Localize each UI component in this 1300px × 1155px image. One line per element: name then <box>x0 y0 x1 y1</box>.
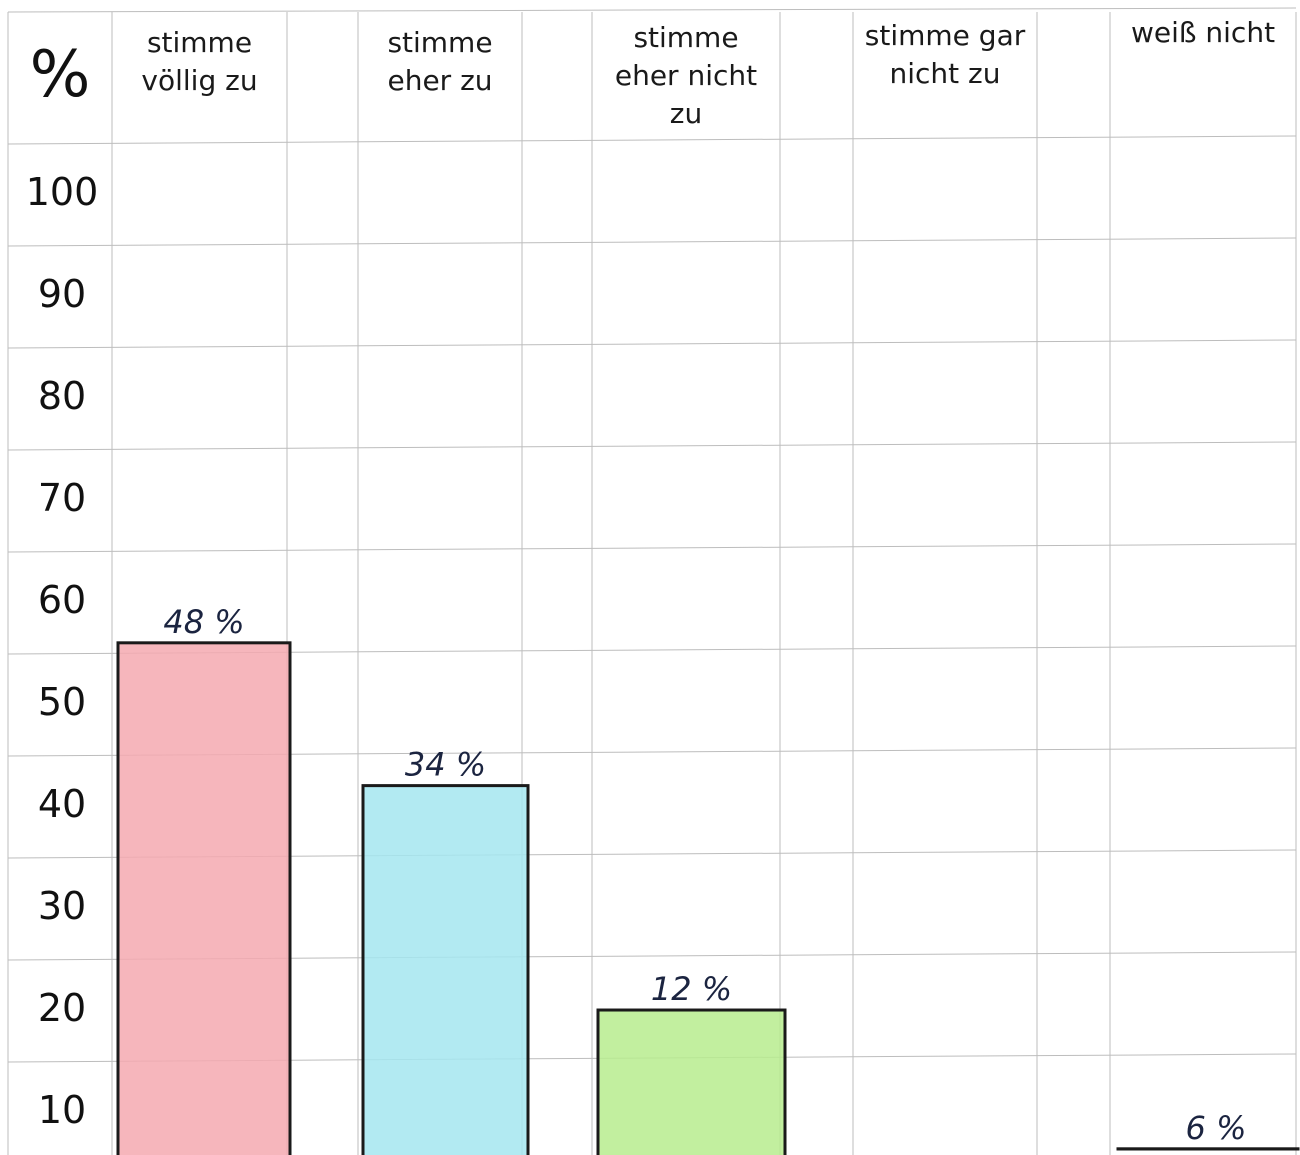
y-tick-label: 90 <box>38 272 86 316</box>
data-label: 48 % <box>163 603 244 641</box>
y-tick-label: 20 <box>38 986 86 1030</box>
y-tick-label: 10 <box>38 1088 86 1132</box>
bar-2 <box>598 1010 785 1155</box>
y-tick-label: 100 <box>26 170 99 214</box>
data-label: 6 % <box>1186 1109 1247 1147</box>
bar-1 <box>363 786 528 1155</box>
y-unit-label: % <box>30 38 91 112</box>
category-label: weiß nicht <box>1131 16 1275 49</box>
y-tick-label: 80 <box>38 374 86 418</box>
y-tick-label: 40 <box>38 782 86 826</box>
y-tick-label: 60 <box>38 578 86 622</box>
y-tick-label: 70 <box>38 476 86 520</box>
data-label: 12 % <box>651 970 732 1008</box>
y-tick-label: 50 <box>38 680 86 724</box>
data-label: 34 % <box>405 746 486 784</box>
y-tick-label: 30 <box>38 884 86 928</box>
bar-0 <box>118 643 290 1155</box>
